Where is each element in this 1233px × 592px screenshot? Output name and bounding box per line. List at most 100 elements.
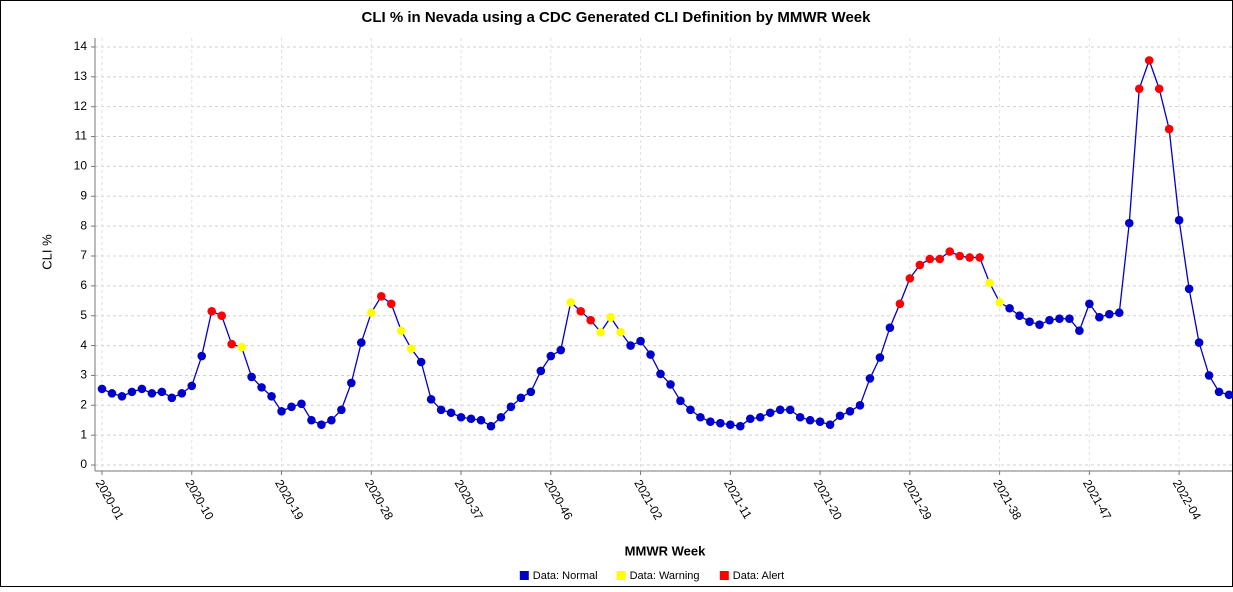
data-point [416, 357, 426, 367]
data-point [556, 345, 566, 355]
line-segment [350, 342, 362, 384]
line-segment [1178, 220, 1190, 289]
line-segment [420, 361, 432, 400]
data-point [1184, 284, 1194, 294]
data-point [566, 297, 576, 307]
line-segment [1188, 288, 1200, 343]
line-segment [201, 311, 213, 357]
data-point [985, 278, 994, 288]
data-point [337, 405, 346, 415]
data-point [376, 292, 386, 301]
data-point [396, 326, 406, 335]
legend-swatch [616, 571, 626, 580]
data-point [1045, 315, 1054, 325]
line-segment [560, 302, 572, 351]
data-point [177, 389, 187, 398]
data-point [686, 405, 695, 415]
line-segment [1118, 223, 1130, 313]
data-point [646, 350, 655, 359]
data-point [97, 384, 107, 394]
data-point [207, 306, 217, 316]
y-tick-label: 8 [80, 218, 87, 232]
data-point [506, 402, 516, 412]
data-point [636, 336, 645, 346]
data-point [1075, 326, 1084, 335]
data-point [745, 414, 755, 424]
y-axis-label: CLI % [39, 234, 54, 270]
data-point [835, 411, 845, 421]
data-point [1144, 56, 1154, 65]
data-point [217, 311, 226, 321]
data-point [935, 254, 945, 264]
data-point [267, 392, 276, 401]
line-segment [241, 346, 253, 378]
data-point [287, 402, 296, 412]
line-segment [1078, 303, 1090, 331]
data-point [496, 412, 506, 422]
data-point [965, 253, 974, 262]
line-segment [1128, 88, 1140, 224]
data-point [736, 421, 745, 431]
data-point [516, 393, 526, 403]
y-tick-label: 11 [75, 129, 88, 143]
data-point [317, 420, 326, 430]
data-point [606, 312, 615, 322]
data-point [905, 274, 915, 283]
line-segment [879, 327, 891, 358]
data-point [676, 396, 685, 406]
data-point [546, 351, 556, 361]
y-tick-label: 5 [80, 308, 87, 322]
data-point [486, 421, 496, 431]
data-point [157, 387, 167, 397]
data-point [1025, 317, 1034, 326]
data-point [1114, 308, 1124, 318]
data-point [795, 412, 805, 422]
data-point [386, 299, 396, 309]
data-point [775, 405, 785, 415]
data-point [1204, 371, 1214, 380]
chart-title: CLI % in Nevada using a CDC Generated CL… [362, 9, 872, 26]
data-point [785, 405, 795, 415]
data-point [716, 418, 725, 428]
y-tick-label: 6 [80, 278, 87, 292]
data-point [596, 327, 605, 337]
data-point [197, 351, 207, 361]
y-tick-label: 10 [74, 159, 88, 173]
line-segment [979, 257, 991, 284]
y-tick-label: 2 [80, 397, 87, 411]
data-point [406, 344, 416, 353]
data-point [167, 393, 177, 403]
data-point [815, 417, 825, 427]
data-point [925, 254, 935, 264]
data-point [147, 389, 157, 398]
data-point [1065, 314, 1074, 324]
data-point [536, 366, 546, 376]
data-point [227, 339, 236, 349]
data-point [576, 306, 586, 316]
data-point [975, 253, 984, 262]
data-point [117, 392, 127, 401]
y-tick-label: 0 [80, 457, 87, 471]
y-tick-label: 13 [74, 69, 88, 83]
legend-swatch [719, 571, 729, 580]
data-point [1035, 320, 1044, 329]
line-segment [1148, 60, 1160, 89]
data-point [626, 341, 635, 350]
data-point [526, 387, 536, 397]
data-point [1134, 84, 1144, 94]
line-segment [899, 278, 911, 305]
y-tick-label: 14 [74, 39, 88, 53]
data-point [1105, 309, 1114, 319]
y-tick-label: 1 [80, 427, 87, 441]
data-point [327, 415, 336, 425]
data-point [456, 412, 466, 422]
line-segment [859, 378, 871, 406]
data-point [656, 369, 665, 379]
legend-swatch [519, 571, 529, 580]
data-point [366, 308, 376, 318]
data-point [805, 415, 815, 425]
data-point [187, 381, 197, 391]
data-point [1154, 84, 1164, 94]
data-point [257, 383, 266, 392]
